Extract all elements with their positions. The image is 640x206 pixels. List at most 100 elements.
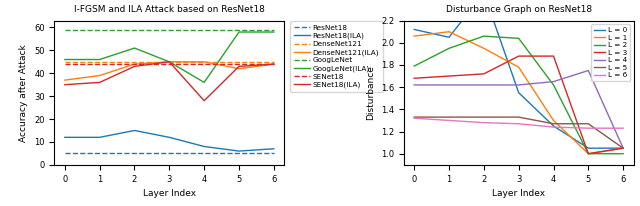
L = 2 bbox=[515, 37, 522, 40]
L = 4 bbox=[515, 84, 522, 86]
ResNet18(ILA) bbox=[166, 136, 173, 139]
ResNet18(ILA) bbox=[61, 136, 68, 139]
Line: DenseNet121(ILA): DenseNet121(ILA) bbox=[65, 62, 274, 80]
DenseNet121 bbox=[61, 61, 68, 63]
L = 3 bbox=[550, 55, 557, 57]
SENet18(ILA) bbox=[166, 61, 173, 63]
GoogLeNet bbox=[61, 28, 68, 31]
ResNet18 bbox=[96, 152, 104, 154]
GoogLeNet(ILA) bbox=[235, 31, 243, 33]
DenseNet121 bbox=[96, 61, 104, 63]
L = 1 bbox=[584, 152, 592, 155]
Line: SENet18(ILA): SENet18(ILA) bbox=[65, 62, 274, 101]
L = 2 bbox=[480, 35, 488, 37]
GoogLeNet(ILA) bbox=[166, 61, 173, 63]
L = 3 bbox=[445, 75, 453, 77]
L = 1 bbox=[620, 147, 627, 149]
GoogLeNet bbox=[200, 28, 208, 31]
Line: ResNet18(ILA): ResNet18(ILA) bbox=[65, 130, 274, 151]
SENet18(ILA) bbox=[235, 65, 243, 68]
GoogLeNet(ILA) bbox=[270, 31, 278, 33]
L = 6 bbox=[410, 117, 418, 119]
L = 5 bbox=[480, 116, 488, 118]
GoogLeNet bbox=[270, 28, 278, 31]
L = 1 bbox=[480, 47, 488, 50]
Y-axis label: Disturbance: Disturbance bbox=[366, 65, 375, 120]
L = 5 bbox=[620, 147, 627, 149]
L = 6 bbox=[480, 121, 488, 124]
L = 2 bbox=[584, 152, 592, 155]
Legend: L = 0, L = 1, L = 2, L = 3, L = 4, L = 5, L = 6: L = 0, L = 1, L = 2, L = 3, L = 4, L = 5… bbox=[591, 24, 630, 81]
L = 3 bbox=[480, 73, 488, 75]
Line: L = 5: L = 5 bbox=[414, 117, 623, 148]
DenseNet121(ILA) bbox=[166, 61, 173, 63]
L = 5 bbox=[550, 123, 557, 125]
L = 0 bbox=[620, 147, 627, 149]
L = 0 bbox=[445, 36, 453, 39]
GoogLeNet bbox=[166, 28, 173, 31]
X-axis label: Layer Index: Layer Index bbox=[143, 189, 196, 198]
ResNet18 bbox=[166, 152, 173, 154]
Line: L = 2: L = 2 bbox=[414, 36, 623, 154]
Title: Disturbance Graph on ResNet18: Disturbance Graph on ResNet18 bbox=[445, 5, 592, 14]
Legend: ResNet18, ResNet18(ILA), DenseNet121, DenseNet121(ILA), GoogLeNet, GoogLeNet(ILA: ResNet18, ResNet18(ILA), DenseNet121, De… bbox=[290, 21, 383, 92]
SENet18(ILA) bbox=[270, 63, 278, 65]
L = 6 bbox=[620, 127, 627, 129]
L = 5 bbox=[445, 116, 453, 118]
L = 5 bbox=[515, 116, 522, 118]
L = 5 bbox=[584, 123, 592, 125]
L = 1 bbox=[550, 119, 557, 122]
Line: L = 1: L = 1 bbox=[414, 32, 623, 154]
Line: GoogLeNet(ILA): GoogLeNet(ILA) bbox=[65, 32, 274, 82]
DenseNet121(ILA) bbox=[61, 79, 68, 81]
L = 3 bbox=[584, 152, 592, 155]
L = 3 bbox=[620, 147, 627, 149]
L = 4 bbox=[550, 80, 557, 83]
L = 6 bbox=[445, 119, 453, 122]
DenseNet121 bbox=[235, 61, 243, 63]
ResNet18 bbox=[200, 152, 208, 154]
GoogLeNet bbox=[96, 28, 104, 31]
SENet18(ILA) bbox=[96, 81, 104, 84]
SENet18 bbox=[61, 63, 68, 65]
L = 4 bbox=[620, 147, 627, 149]
ResNet18(ILA) bbox=[235, 150, 243, 152]
L = 5 bbox=[410, 116, 418, 118]
GoogLeNet bbox=[131, 28, 138, 31]
L = 4 bbox=[584, 69, 592, 72]
Line: L = 3: L = 3 bbox=[414, 56, 623, 154]
Y-axis label: Accuracy after Attack: Accuracy after Attack bbox=[19, 44, 29, 142]
ResNet18 bbox=[270, 152, 278, 154]
SENet18(ILA) bbox=[131, 65, 138, 68]
L = 6 bbox=[584, 127, 592, 129]
SENet18 bbox=[96, 63, 104, 65]
L = 3 bbox=[515, 55, 522, 57]
L = 4 bbox=[480, 84, 488, 86]
L = 2 bbox=[445, 47, 453, 50]
GoogLeNet(ILA) bbox=[200, 81, 208, 84]
DenseNet121(ILA) bbox=[200, 61, 208, 63]
SENet18 bbox=[200, 63, 208, 65]
L = 1 bbox=[410, 35, 418, 37]
Line: L = 0: L = 0 bbox=[414, 0, 623, 148]
L = 3 bbox=[410, 77, 418, 80]
GoogLeNet(ILA) bbox=[96, 58, 104, 61]
L = 1 bbox=[445, 30, 453, 33]
X-axis label: Layer Index: Layer Index bbox=[492, 189, 545, 198]
L = 0 bbox=[515, 91, 522, 94]
SENet18(ILA) bbox=[200, 99, 208, 102]
DenseNet121 bbox=[166, 61, 173, 63]
ResNet18 bbox=[235, 152, 243, 154]
DenseNet121(ILA) bbox=[131, 63, 138, 65]
SENet18 bbox=[270, 63, 278, 65]
L = 0 bbox=[584, 147, 592, 149]
ResNet18(ILA) bbox=[270, 147, 278, 150]
GoogLeNet(ILA) bbox=[131, 47, 138, 49]
ResNet18(ILA) bbox=[96, 136, 104, 139]
L = 2 bbox=[620, 152, 627, 155]
SENet18 bbox=[131, 63, 138, 65]
ResNet18(ILA) bbox=[131, 129, 138, 132]
DenseNet121(ILA) bbox=[96, 74, 104, 77]
ResNet18(ILA) bbox=[200, 145, 208, 148]
Line: L = 6: L = 6 bbox=[414, 118, 623, 128]
